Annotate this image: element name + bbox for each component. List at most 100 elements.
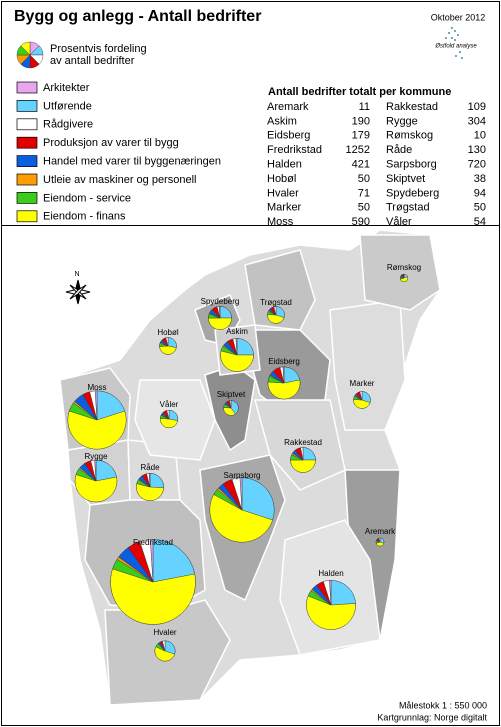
table-name: Hvaler (267, 187, 299, 199)
pie (220, 338, 254, 372)
legend-pie-slice (20, 41, 31, 56)
legend-swatch (16, 173, 38, 186)
legend-label: Arkitekter (43, 82, 90, 94)
pie (154, 640, 176, 662)
map-label: Halden (318, 569, 343, 578)
legend-swatch (16, 210, 38, 223)
table-name: Trøgstad (386, 202, 430, 214)
legend-swatch (16, 118, 38, 131)
map-label: Hobøl (157, 328, 179, 337)
count-table: Aremark 11 Askim 190 Eidsberg 179 Fredrikstad 1… (267, 101, 486, 228)
map-label: Skiptvet (217, 390, 246, 399)
date: Oktober 2012 (431, 12, 486, 22)
map-label: Moss (87, 383, 106, 392)
map-label: Hvaler (153, 628, 176, 637)
pie-slice (67, 410, 127, 450)
pie-slice (94, 390, 98, 421)
pie-slice (159, 418, 178, 429)
table-count: 421 (352, 159, 370, 171)
table-count: 11 (359, 101, 370, 113)
pie-slice (110, 568, 196, 625)
table-name: Spydeberg (386, 187, 439, 199)
pie (399, 273, 409, 283)
map-label: Rømskog (387, 263, 421, 272)
legend-pie-label: Prosentvis fordeling (50, 43, 147, 55)
pie-slice (136, 483, 164, 501)
map-label: Trøgstad (260, 298, 292, 307)
pie (208, 306, 232, 330)
table-count: 304 (468, 115, 486, 127)
pie (159, 409, 179, 429)
legend-label: Utleie av maskiner og personell (43, 174, 196, 186)
table-count: 50 (358, 173, 370, 185)
pie-slice (154, 646, 175, 662)
table-count: 38 (474, 173, 486, 185)
table-count: 10 (474, 130, 486, 142)
table-name: Aremark (267, 101, 309, 113)
table-count: 720 (468, 159, 486, 171)
pie-slice (359, 391, 363, 401)
map-label: Råde (140, 463, 160, 472)
pie-slice (401, 274, 405, 279)
map-label: Fredrikstad (133, 538, 173, 547)
map-label: Aremark (365, 527, 396, 536)
table-count: 109 (468, 101, 486, 113)
table-count: 50 (358, 202, 370, 214)
source: Kartgrunnlag: Norge digitalt (377, 712, 487, 722)
map-label: Rakkestad (284, 438, 322, 447)
legend-swatch (16, 100, 38, 112)
north-label: N (74, 271, 79, 278)
table-name: Sarpsborg (386, 159, 437, 171)
pie-slice (208, 317, 232, 330)
table-name: Hobøl (267, 173, 296, 185)
pie (223, 400, 239, 416)
table-name: Råde (386, 144, 412, 156)
pie-slice (219, 306, 221, 319)
pie-slice (96, 390, 125, 421)
table-name: Halden (267, 159, 302, 171)
table-count: 94 (474, 187, 486, 199)
table-name: Moss (267, 216, 294, 228)
map-label: Spydeberg (201, 297, 240, 306)
pie (136, 473, 164, 501)
pie-slice (267, 314, 285, 324)
pie (290, 447, 316, 473)
scale: Målestokk 1 : 550 000 (399, 700, 487, 710)
table-count: 179 (352, 130, 370, 142)
table-count: 130 (468, 144, 486, 156)
pie (209, 477, 275, 543)
pie-slice (94, 459, 97, 482)
table-name: Askim (267, 115, 297, 127)
pie-slice (353, 399, 371, 409)
pie-slice (290, 459, 316, 473)
map-label: Våler (160, 400, 179, 409)
table-name: Marker (267, 202, 302, 214)
table-title: Antall bedrifter totalt per kommune (268, 86, 451, 98)
pie (159, 337, 177, 355)
pie-slice (220, 350, 254, 372)
pie-slice (235, 338, 238, 356)
table-name: Eidsberg (267, 130, 310, 142)
pie-slice (330, 580, 356, 606)
pie-slice (148, 473, 151, 488)
pie-slice (239, 477, 243, 511)
legend-label: Utførende (43, 100, 92, 112)
legend-swatch (16, 155, 38, 167)
pie-slice (165, 337, 169, 347)
pie (375, 537, 385, 547)
legend-swatch (16, 136, 38, 149)
legend-label: Handel med varer til byggenæringen (43, 156, 221, 168)
pie-slice (282, 366, 285, 384)
table-count: 50 (474, 202, 486, 214)
pie (267, 306, 285, 324)
table-count: 1252 (346, 144, 370, 156)
pie-slice (162, 640, 166, 652)
map-label: Marker (350, 379, 375, 388)
legend-swatch (16, 192, 38, 204)
table-name: Rakkestad (386, 101, 438, 113)
pie-slice (166, 409, 170, 420)
legend-label: Eiendom - service (43, 192, 131, 204)
pie (267, 366, 301, 400)
